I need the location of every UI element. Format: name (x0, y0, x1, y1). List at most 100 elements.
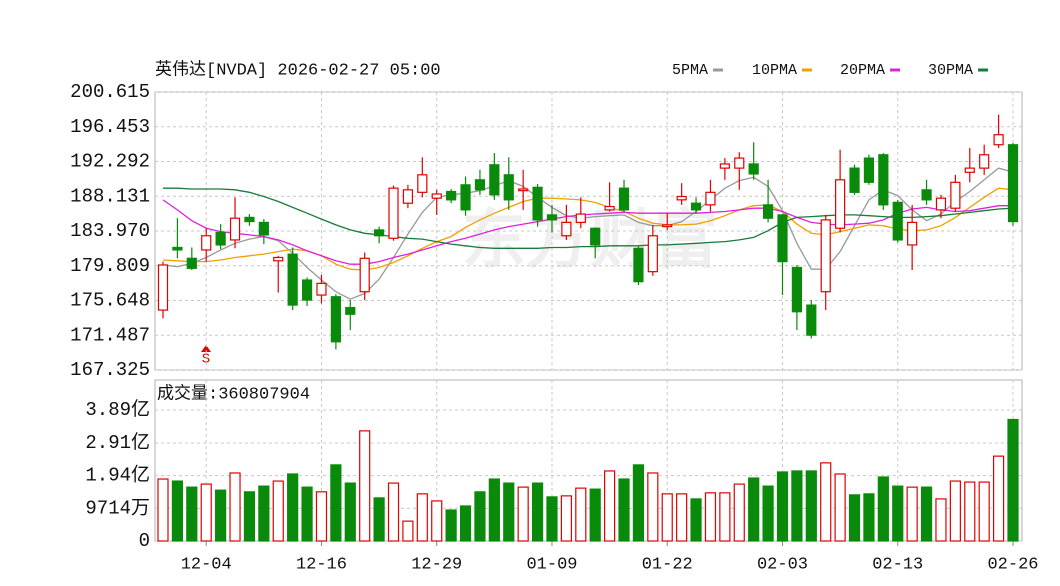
x-tick-label: 02-03 (757, 555, 808, 574)
plot-layer: 167.325 171.487 175.648 179.809 183.970 188.1… (70, 62, 1038, 575)
volume-bar (459, 505, 472, 542)
y-tick-label: 175.648 (70, 290, 150, 312)
legend-label: 5PMA (672, 62, 708, 79)
candle-body (518, 188, 529, 192)
candle-body (229, 217, 241, 241)
volume-bar (315, 491, 328, 542)
y-tick-label: 183.970 (70, 220, 150, 242)
volume-bar (762, 485, 774, 542)
ma-line (162, 167, 1014, 300)
candle-body (719, 163, 730, 169)
candle-body (849, 167, 860, 193)
volume-bar (820, 462, 832, 542)
volume-bar (402, 520, 414, 542)
volume-bar (748, 477, 760, 542)
x-tick-label: 12-29 (411, 555, 462, 574)
volume-bar (704, 492, 717, 542)
volume-bar (676, 493, 688, 542)
candle-body (705, 191, 716, 206)
candle-body (979, 154, 990, 169)
volume-bar (589, 488, 601, 542)
candle-body (546, 214, 558, 221)
volume-bar (200, 483, 212, 542)
signal-label: S (202, 352, 210, 368)
candle-body (244, 216, 255, 223)
volume-bar (618, 478, 630, 542)
volume-bar (330, 464, 342, 542)
volume-bar (517, 486, 529, 542)
candle-body (820, 219, 831, 293)
volume-bar (186, 486, 198, 542)
volume-bar (215, 489, 227, 542)
candle-body (863, 157, 875, 183)
candle-body (892, 201, 903, 241)
candle-body (460, 184, 471, 211)
candle-body (633, 247, 644, 283)
volume-bar (949, 480, 961, 542)
y-tick-label: 167.325 (70, 359, 150, 381)
volume-bar (964, 481, 976, 542)
candle-body (172, 246, 183, 251)
candle-body (662, 224, 673, 228)
volume-bar (560, 495, 572, 542)
x-tick-label: 12-04 (181, 555, 232, 574)
volume-bar (171, 480, 184, 542)
candle-body (777, 214, 788, 263)
volume-bar (157, 478, 169, 542)
volume-bar (575, 487, 587, 542)
volume-bar (848, 494, 861, 542)
candle-body (157, 264, 169, 311)
candle-body (762, 204, 774, 219)
x-tick-label: 01-22 (642, 555, 693, 574)
volume-bar (791, 470, 803, 542)
candle-body (935, 197, 947, 211)
candle-body (964, 167, 975, 173)
x-tick-label: 12-16 (296, 555, 347, 574)
candle-body (561, 221, 572, 237)
volume-bar (834, 473, 846, 542)
x-tick-label: 01-09 (526, 555, 577, 574)
volume-bar (503, 482, 515, 542)
volume-bar (992, 455, 1005, 542)
candle-body (806, 304, 817, 336)
volume-bar (301, 486, 313, 542)
volume-bar (287, 473, 299, 542)
candle-body (590, 227, 601, 246)
candle-body (993, 134, 1004, 146)
y-tick-label: 179.809 (70, 255, 150, 277)
volume-bar (978, 481, 990, 542)
candle-body (446, 190, 457, 201)
candle-body (503, 174, 514, 201)
volume-bar (474, 491, 486, 542)
candle-body (258, 221, 269, 236)
x-tick-label: 02-26 (987, 555, 1038, 574)
candle-body (575, 213, 586, 223)
volume-bar (431, 500, 443, 542)
candle-body (316, 282, 327, 296)
y-tick-label: 0 (139, 530, 150, 552)
volume-bar (344, 482, 356, 542)
volume-bar (416, 493, 428, 542)
candle-body (489, 164, 500, 196)
volume-bar (604, 470, 616, 542)
candle-body (402, 189, 414, 204)
ma-line (162, 199, 1013, 265)
candle-body (618, 187, 630, 211)
candle-body (748, 163, 759, 175)
y-tick-label: 196.453 (70, 116, 150, 138)
candle-body (1007, 144, 1019, 223)
volume-bar (387, 482, 400, 542)
volume-bar (863, 493, 875, 542)
volume-bar (531, 482, 544, 542)
y-tick-label: 171.487 (70, 324, 150, 346)
volume-bar (373, 497, 385, 542)
legend-label: 10PMA (752, 62, 797, 79)
volume-bar (892, 485, 904, 542)
y-tick-label: 1.94亿 (85, 464, 150, 487)
legend-swatch (802, 68, 813, 72)
volume-title: 成交量:360807904 (157, 383, 310, 404)
candle-body (273, 256, 284, 262)
volume-bar (632, 464, 645, 542)
volume-bar (776, 471, 789, 542)
candle-body (921, 189, 932, 201)
